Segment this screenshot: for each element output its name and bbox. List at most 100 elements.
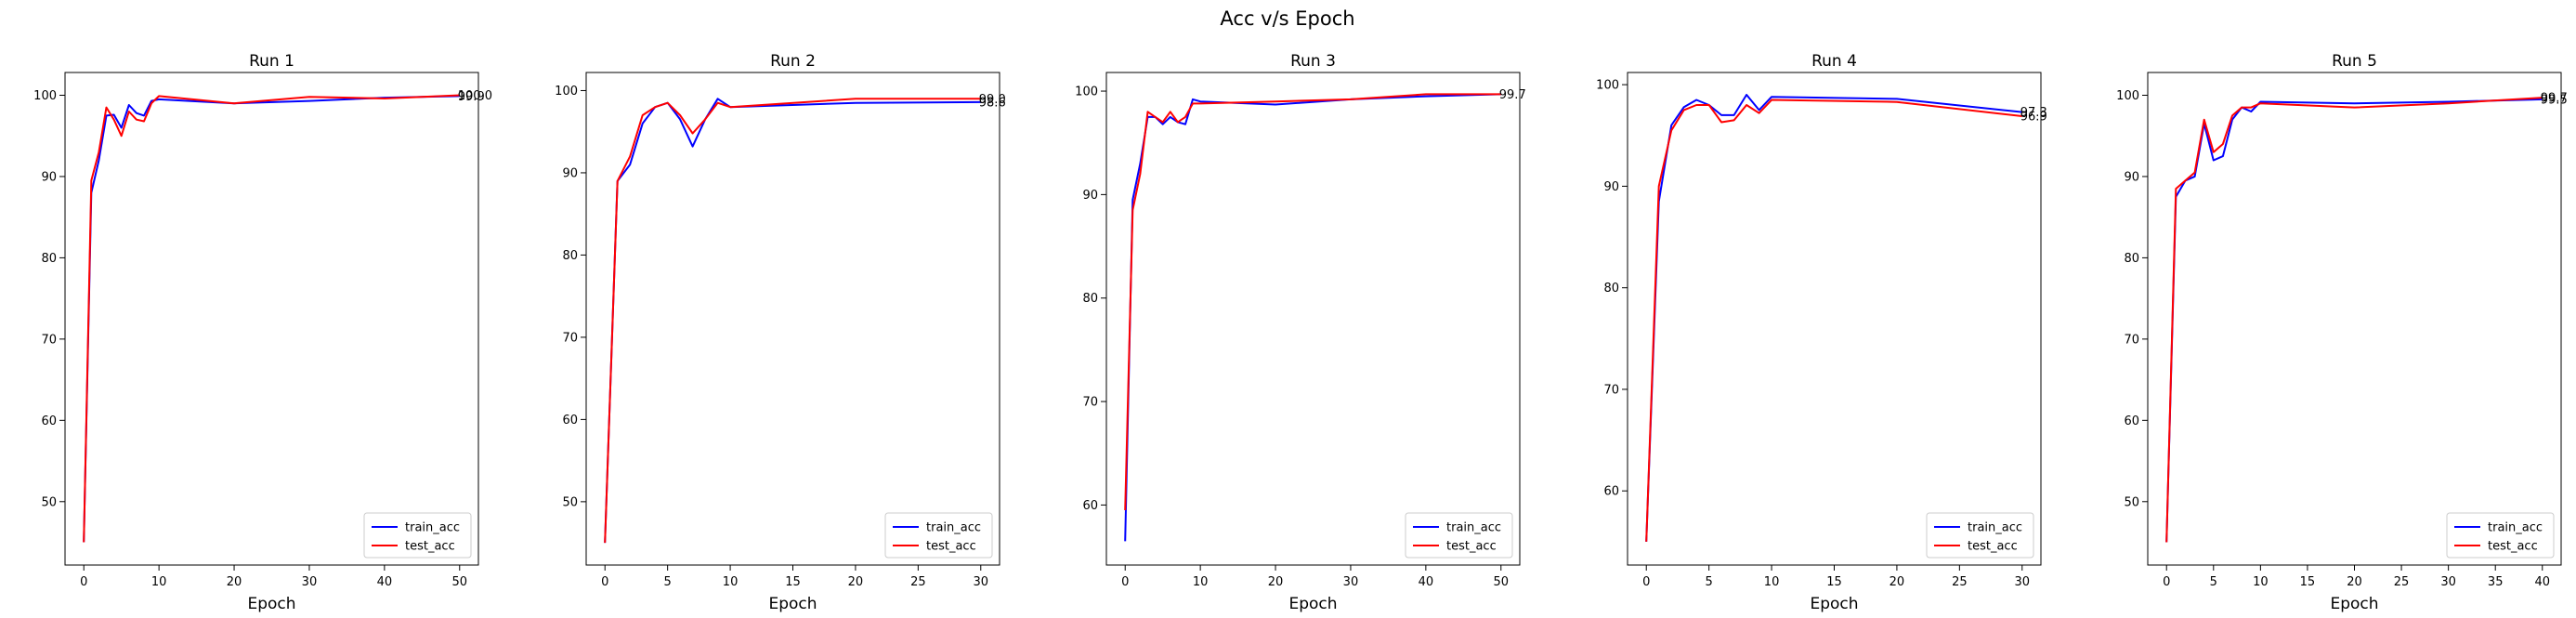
x-tick-label: 30: [302, 575, 318, 589]
y-tick-label: 50: [2124, 495, 2139, 509]
x-tick-label: 5: [664, 575, 672, 589]
y-tick-label: 60: [41, 414, 57, 428]
figure-title: Acc v/s Epoch: [1220, 7, 1354, 30]
x-tick-label: 0: [2163, 575, 2170, 589]
subplot-title: Run 3: [1290, 52, 1336, 71]
x-axis-label: Epoch: [2330, 595, 2378, 613]
y-tick-label: 80: [41, 252, 57, 266]
y-tick-label: 100: [1075, 85, 1098, 99]
x-tick-label: 0: [1121, 575, 1129, 589]
series-line-test_acc: [604, 98, 981, 544]
y-tick-label: 70: [2124, 333, 2139, 347]
x-axis-label: Epoch: [768, 595, 817, 613]
legend-label: train_acc: [926, 521, 981, 535]
x-tick-label: 0: [80, 575, 87, 589]
legend-label: test_acc: [1446, 540, 1497, 554]
series-line-test_acc: [1124, 93, 1501, 511]
legend-label: train_acc: [1968, 521, 2022, 535]
x-tick-label: 25: [2394, 575, 2410, 589]
legend: train_acc test_acc: [363, 512, 472, 559]
x-tick-label: 20: [227, 575, 242, 589]
y-tick-label: 90: [562, 166, 578, 180]
y-tick-label: 100: [33, 89, 57, 103]
y-tick-label: 70: [41, 333, 57, 347]
x-tick-label: 15: [785, 575, 801, 589]
x-tick-label: 0: [601, 575, 608, 589]
legend-label: train_acc: [2488, 521, 2543, 535]
legend-label: train_acc: [1446, 521, 1501, 535]
y-tick-label: 60: [2124, 414, 2139, 428]
x-tick-label: 10: [723, 575, 739, 589]
y-tick-label: 80: [2124, 252, 2139, 266]
subplot-title: Run 1: [249, 52, 294, 71]
x-axis-label: Epoch: [247, 595, 295, 613]
x-tick-label: 30: [1343, 575, 1359, 589]
plot-frame: [64, 72, 479, 566]
end-value-label: 99.7: [1499, 88, 1526, 102]
subplot-run-2: Run 2 0 5 10 15 20 25 30 50 60 70 80 90 100 Epoch 98.69…: [555, 52, 1006, 613]
x-tick-label: 5: [1706, 575, 1713, 589]
legend-label: test_acc: [2488, 540, 2538, 554]
plot-frame: [2147, 72, 2562, 566]
x-tick-label: 30: [2440, 575, 2456, 589]
y-tick-label: 90: [1082, 189, 1098, 203]
x-tick-label: 20: [1268, 575, 1284, 589]
plot-frame: [585, 72, 1000, 566]
series-line-test_acc: [2165, 97, 2543, 543]
y-tick-label: 80: [562, 249, 578, 263]
series-line-train_acc: [83, 95, 460, 543]
y-tick-label: 60: [562, 414, 578, 427]
y-tick-label: 70: [562, 331, 578, 345]
x-tick-label: 50: [1493, 575, 1509, 589]
end-value-label: 99.7: [2541, 92, 2568, 106]
x-tick-label: 5: [2210, 575, 2217, 589]
plot-frame: [1627, 72, 2042, 566]
x-tick-label: 20: [2347, 575, 2362, 589]
subplot-run-3: Run 3 0 10 20 30 40 50 60 70 80 90 100 Epoch 99.7 trai…: [1075, 52, 1526, 613]
subplot-title: Run 2: [770, 52, 816, 71]
x-tick-label: 40: [1419, 575, 1434, 589]
x-axis-label: Epoch: [1288, 595, 1337, 613]
end-value-label: 96.9: [2020, 110, 2047, 124]
end-value-label: 99.0: [979, 93, 1006, 107]
legend: train_acc test_acc: [1926, 512, 2034, 559]
series-line-train_acc: [1645, 94, 2022, 542]
y-tick-label: 80: [1082, 292, 1098, 306]
subplot-run-4: Run 4 0 5 10 15 20 25 30 60 70 80 90 100 Epoch 97.396.…: [1596, 52, 2047, 613]
x-tick-label: 30: [973, 575, 988, 589]
legend-label: train_acc: [405, 521, 460, 535]
y-tick-label: 90: [2124, 170, 2139, 184]
subplot-title: Run 4: [1811, 52, 1857, 71]
legend: train_acc test_acc: [2446, 512, 2555, 559]
x-tick-label: 40: [2534, 575, 2550, 589]
y-tick-label: 70: [1603, 383, 1619, 397]
x-tick-label: 25: [1952, 575, 1968, 589]
x-tick-label: 0: [1642, 575, 1650, 589]
y-tick-label: 60: [1082, 499, 1098, 513]
legend: train_acc test_acc: [884, 512, 993, 559]
legend-label: test_acc: [405, 540, 455, 554]
y-tick-label: 100: [555, 85, 578, 99]
end-value-label: 100.0: [458, 89, 492, 103]
x-axis-label: Epoch: [1810, 595, 1858, 613]
y-tick-label: 70: [1082, 396, 1098, 410]
y-tick-label: 90: [41, 170, 57, 184]
subplots-container: Run 10 10 20 30 40 505060708090100Epoch99.910…: [33, 52, 2568, 613]
x-tick-label: 15: [1826, 575, 1842, 589]
series-line-test_acc: [83, 94, 460, 543]
y-tick-label: 50: [562, 495, 578, 509]
y-tick-label: 80: [1603, 282, 1619, 296]
subplot-run-1: Run 1 0 10 20 30 40 50 50 60 70 80 90 100 Epoch 99.910…: [33, 52, 492, 613]
end-value-label: 98.6: [979, 96, 1006, 110]
x-tick-label: 10: [151, 575, 167, 589]
y-tick-label: 100: [2116, 89, 2139, 103]
subplot-run-5: Run 5 0 5 10 15 20 25 30 35 40 50 60 70 80 90 100 Epoch 9…: [2116, 52, 2568, 613]
x-tick-label: 10: [2253, 575, 2269, 589]
x-tick-label: 50: [451, 575, 467, 589]
legend-label: test_acc: [926, 540, 976, 554]
series-line-test_acc: [1645, 99, 2022, 542]
y-tick-label: 90: [1603, 180, 1619, 194]
x-tick-label: 10: [1764, 575, 1780, 589]
end-value-label: 99.5: [2541, 93, 2568, 107]
